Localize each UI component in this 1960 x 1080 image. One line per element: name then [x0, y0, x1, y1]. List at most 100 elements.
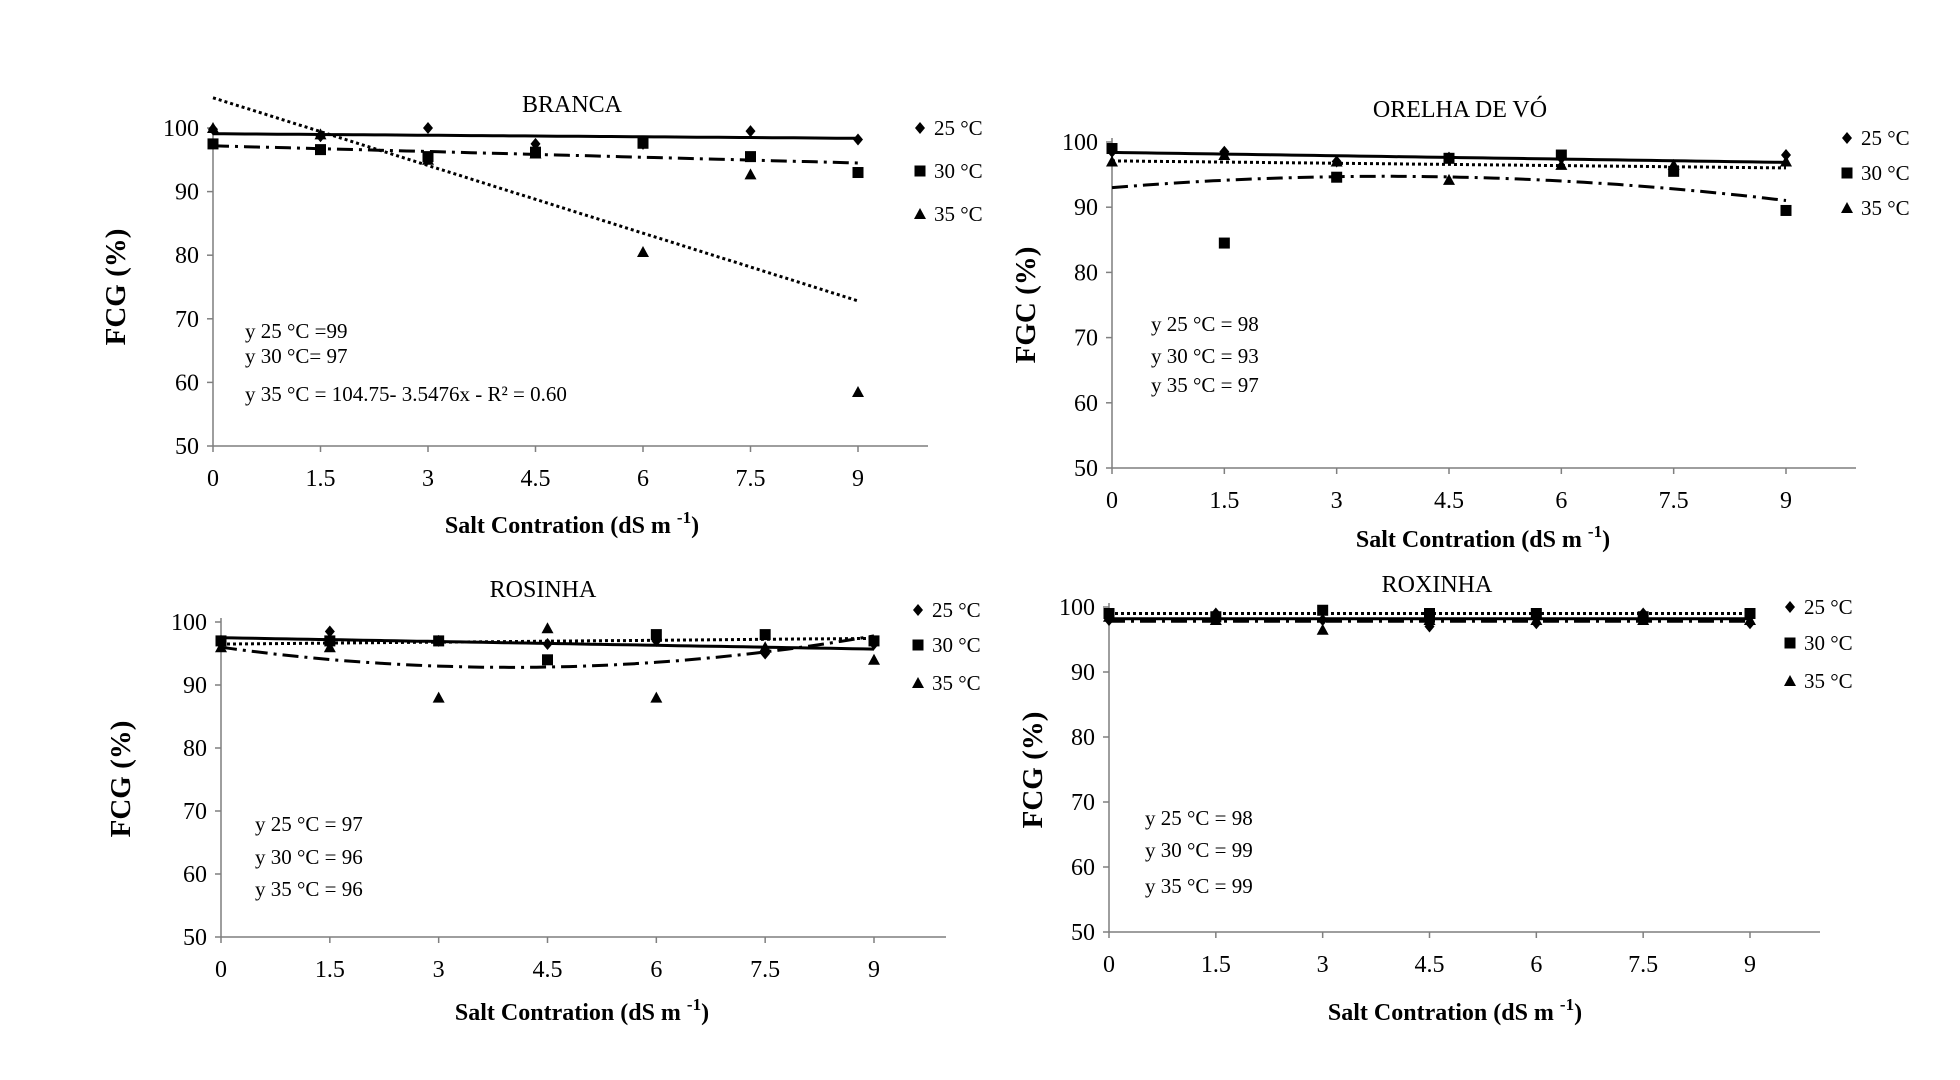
y-tick-label: 80 — [1074, 260, 1098, 286]
chart-title: ROSINHA — [490, 577, 597, 603]
data-point-square — [315, 144, 326, 156]
regression-equation: y 35 °C = 97 — [1151, 373, 1259, 397]
data-point-triangle — [1209, 614, 1222, 625]
x-tick-label: 6 — [1530, 952, 1542, 978]
x-tick-label: 4.5 — [1434, 488, 1464, 514]
x-tick-label: 0 — [1103, 952, 1115, 978]
x-axis-label-sup: -1 — [677, 508, 691, 527]
x-axis-label-close: ) — [701, 1000, 709, 1026]
data-point-triangle — [1218, 149, 1231, 161]
x-axis-label-main: Salt Contration (dS m — [445, 513, 677, 539]
data-point-triangle — [637, 246, 649, 258]
x-axis-label-sup: -1 — [1588, 522, 1602, 541]
legend-marker-triangle — [912, 677, 924, 688]
trendline-diamond — [212, 132, 859, 140]
regression-equation: y 35 °C = 99 — [1145, 874, 1253, 898]
chart-panel-branca: BRANCA 50 60 70 80 90 100 0 1.5 3 4.5 6 7.5 9 Salt Con… — [100, 92, 983, 539]
data-point-triangle — [744, 168, 757, 180]
legend-marker-triangle — [1841, 202, 1853, 213]
y-tick-label: 60 — [175, 370, 199, 396]
data-point-square — [650, 629, 662, 641]
data-point-triangle — [207, 122, 219, 133]
chart-title: ORELHA DE VÓ — [1373, 96, 1547, 123]
y-axis-label: FCG (%) — [100, 229, 132, 346]
x-tick-label: 6 — [637, 466, 649, 492]
y-tick-label: 80 — [183, 736, 207, 762]
x-tick-label: 3 — [1317, 952, 1329, 978]
data-point-triangle — [1443, 173, 1455, 185]
data-point-diamond — [1781, 149, 1791, 162]
data-point-square — [759, 629, 771, 641]
x-tick-label: 7.5 — [736, 466, 766, 492]
x-axis-label-main: Salt Contration (dS m — [1328, 1000, 1560, 1026]
y-tick-label: 70 — [1074, 326, 1098, 352]
x-tick-label: 1.5 — [1201, 952, 1231, 978]
legend-label: 35 °C — [1804, 669, 1853, 693]
x-tick-label: 4.5 — [521, 466, 551, 492]
y-tick-label: 70 — [1071, 790, 1095, 816]
legend-marker-square — [1784, 637, 1796, 649]
x-tick-label: 9 — [1780, 488, 1792, 514]
legend-marker-diamond — [1785, 601, 1795, 613]
regression-equation: y 30 °C = 96 — [255, 845, 363, 869]
data-point-triangle — [1423, 614, 1436, 625]
data-point-square — [1443, 152, 1455, 164]
legend-marker-triangle — [1784, 675, 1796, 686]
legend-label: 35 °C — [932, 671, 981, 695]
x-tick-label: 7.5 — [1628, 952, 1658, 978]
y-tick-label: 90 — [1071, 660, 1095, 686]
data-point-triangle — [215, 641, 227, 653]
x-axis-label: Salt Contration (dS m -1) — [455, 995, 709, 1026]
chart-title: ROXINHA — [1382, 572, 1493, 598]
data-point-square — [1780, 204, 1792, 216]
x-tick-label: 0 — [207, 466, 219, 492]
x-tick-label: 6 — [650, 957, 662, 983]
y-tick-label: 60 — [1074, 391, 1098, 417]
data-point-diamond — [1317, 614, 1328, 626]
data-point-square — [1530, 608, 1542, 619]
data-point-square — [324, 635, 336, 647]
data-point-triangle — [1667, 158, 1680, 170]
regression-equation: y 35 °C = 104.75- 3.5476x - R² = 0.60 — [245, 382, 567, 406]
data-point-triangle — [650, 691, 663, 703]
data-point-triangle — [1744, 614, 1756, 625]
x-tick-label: 0 — [1106, 488, 1118, 514]
data-point-triangle — [1530, 614, 1543, 625]
y-tick-label: 100 — [163, 116, 199, 142]
y-tick-label: 70 — [175, 307, 199, 333]
y-tick-label: 50 — [1074, 456, 1098, 482]
x-axis-label-main: Salt Contration (dS m — [455, 1000, 687, 1026]
legend-label: 25 °C — [934, 116, 983, 140]
data-point-square — [1668, 165, 1680, 177]
trendline-triangle — [1111, 174, 1787, 202]
data-point-triangle — [852, 385, 864, 397]
legend-label: 30 °C — [1804, 631, 1853, 655]
x-axis-label: Salt Contration (dS m -1) — [1356, 522, 1610, 553]
x-axis-label-close: ) — [1574, 1000, 1582, 1026]
data-point-triangle — [314, 128, 327, 140]
regression-equation: y 30 °C = 99 — [1145, 838, 1253, 862]
x-tick-label: 4.5 — [533, 957, 563, 983]
data-point-triangle — [1780, 155, 1792, 167]
trendline-square — [1111, 159, 1787, 170]
data-point-square — [1744, 608, 1756, 619]
data-point-triangle — [323, 641, 336, 653]
legend-label: 25 °C — [932, 598, 981, 622]
y-tick-label: 100 — [1059, 595, 1095, 621]
legend-label: 30 °C — [934, 159, 983, 183]
data-point-square — [637, 137, 649, 149]
y-tick-label: 100 — [171, 610, 207, 636]
data-point-diamond — [853, 133, 863, 146]
x-axis-label: Salt Contration (dS m -1) — [1328, 995, 1582, 1026]
legend-label: 25 °C — [1804, 595, 1853, 619]
y-axis-label: FCG (%) — [105, 721, 137, 838]
x-tick-label: 3 — [433, 957, 445, 983]
y-tick-label: 90 — [175, 180, 199, 206]
x-tick-label: 1.5 — [1209, 488, 1239, 514]
x-axis-label-main: Salt Contration (dS m — [1356, 527, 1588, 553]
data-point-triangle — [868, 653, 880, 665]
x-axis-label-close: ) — [1602, 527, 1610, 553]
x-axis-label-sup: -1 — [1560, 995, 1574, 1014]
x-axis-label-sup: -1 — [687, 995, 701, 1014]
